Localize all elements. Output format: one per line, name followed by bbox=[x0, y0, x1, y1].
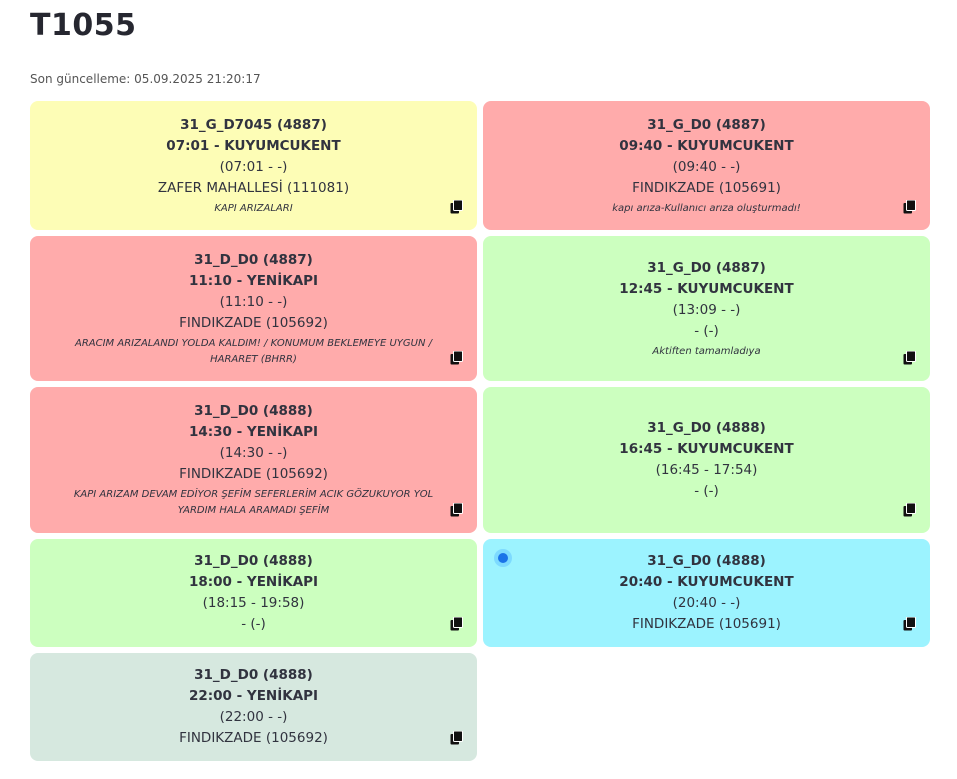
trip-code: 31_G_D0 (4888) bbox=[647, 553, 766, 569]
trip-departure: 20:40 - KUYUMCUKENT bbox=[619, 574, 794, 590]
trip-code: 31_D_D0 (4887) bbox=[194, 251, 313, 268]
trip-actual-times: (18:15 - 19:58) bbox=[202, 595, 305, 611]
trip-card: 31_D_D0 (4888) 18:00 - YENİKAPI (18:15 -… bbox=[30, 539, 477, 647]
trip-departure: 11:10 - YENİKAPI bbox=[188, 272, 319, 289]
trip-stop: ZAFER MAHALLESİ (111081) bbox=[157, 179, 350, 196]
trip-card: 31_D_D0 (4888) 22:00 - YENİKAPI (22:00 -… bbox=[30, 653, 477, 761]
copy-icon[interactable] bbox=[450, 731, 463, 745]
copy-icon[interactable] bbox=[450, 200, 463, 214]
trip-code: 31_D_D0 (4888) bbox=[194, 553, 313, 569]
trip-departure: 22:00 - YENİKAPI bbox=[188, 688, 319, 704]
last-updated: Son güncelleme: 05.09.2025 21:20:17 bbox=[30, 72, 261, 86]
trip-stop: FINDIKZADE (105692) bbox=[179, 314, 328, 331]
trip-card-current: 31_G_D0 (4888) 20:40 - KUYUMCUKENT (20:4… bbox=[483, 539, 930, 647]
copy-icon[interactable] bbox=[450, 617, 463, 631]
trip-stop: FINDIKZADE (105691) bbox=[632, 179, 781, 196]
trip-departure: 14:30 - YENİKAPI bbox=[188, 424, 319, 440]
trip-code: 31_G_D0 (4887) bbox=[647, 259, 766, 276]
trip-card: 31_G_D0 (4887) 09:40 - KUYUMCUKENT (09:4… bbox=[483, 101, 930, 230]
trip-card: 31_G_D0 (4888) 16:45 - KUYUMCUKENT (16:4… bbox=[483, 387, 930, 533]
trip-stop: - (-) bbox=[694, 322, 719, 339]
trip-stop: FINDIKZADE (105692) bbox=[179, 466, 328, 482]
trip-departure: 16:45 - KUYUMCUKENT bbox=[619, 441, 794, 457]
page-title: T1055 bbox=[30, 8, 137, 43]
trip-stop: - (-) bbox=[694, 483, 719, 499]
trip-stop: FINDIKZADE (105692) bbox=[179, 730, 328, 746]
trip-note: ARACIM ARIZALANDI YOLDA KALDIM! / KONUMU… bbox=[74, 337, 432, 365]
copy-icon[interactable] bbox=[450, 503, 463, 517]
trip-actual-times: (09:40 - -) bbox=[672, 158, 741, 175]
trip-stop: - (-) bbox=[241, 616, 266, 632]
copy-icon[interactable] bbox=[450, 351, 463, 365]
trip-actual-times: (13:09 - -) bbox=[672, 301, 741, 318]
trip-card: 31_G_D7045 (4887) 07:01 - KUYUMCUKENT (0… bbox=[30, 101, 477, 230]
trip-code: 31_G_D7045 (4887) bbox=[180, 116, 327, 133]
trip-note: KAPI ARIZALARI bbox=[214, 202, 293, 214]
trip-card: 31_G_D0 (4887) 12:45 - KUYUMCUKENT (13:0… bbox=[483, 236, 930, 381]
copy-icon[interactable] bbox=[903, 351, 916, 365]
trip-code: 31_D_D0 (4888) bbox=[194, 667, 313, 683]
trip-stop: FINDIKZADE (105691) bbox=[632, 616, 781, 632]
trip-actual-times: (20:40 - -) bbox=[672, 595, 741, 611]
copy-icon[interactable] bbox=[903, 503, 916, 517]
trip-card: 31_D_D0 (4887) 11:10 - YENİKAPI (11:10 -… bbox=[30, 236, 477, 381]
trip-code: 31_G_D0 (4887) bbox=[647, 116, 766, 133]
trip-departure: 18:00 - YENİKAPI bbox=[188, 574, 319, 590]
trip-code: 31_D_D0 (4888) bbox=[194, 403, 313, 419]
trip-departure: 09:40 - KUYUMCUKENT bbox=[619, 137, 794, 154]
trip-code: 31_G_D0 (4888) bbox=[647, 420, 766, 436]
trip-actual-times: (16:45 - 17:54) bbox=[655, 462, 758, 478]
trip-actual-times: (07:01 - -) bbox=[219, 158, 288, 175]
current-trip-dot-icon bbox=[494, 549, 512, 567]
copy-icon[interactable] bbox=[903, 200, 916, 214]
trip-actual-times: (11:10 - -) bbox=[219, 293, 288, 310]
trip-note: Aktiften tamamladıya bbox=[652, 345, 761, 357]
trip-departure: 07:01 - KUYUMCUKENT bbox=[166, 137, 341, 154]
trip-departure: 12:45 - KUYUMCUKENT bbox=[619, 280, 794, 297]
trip-note: kapı arıza-Kullanıcı arıza oluşturmadı! bbox=[612, 202, 801, 214]
trip-actual-times: (22:00 - -) bbox=[219, 709, 288, 725]
trip-card: 31_D_D0 (4888) 14:30 - YENİKAPI (14:30 -… bbox=[30, 387, 477, 533]
trip-note: KAPI ARIZAM DEVAM EDİYOR ŞEFİM SEFERLERİ… bbox=[73, 489, 434, 516]
copy-icon[interactable] bbox=[903, 617, 916, 631]
trip-actual-times: (14:30 - -) bbox=[219, 445, 288, 461]
